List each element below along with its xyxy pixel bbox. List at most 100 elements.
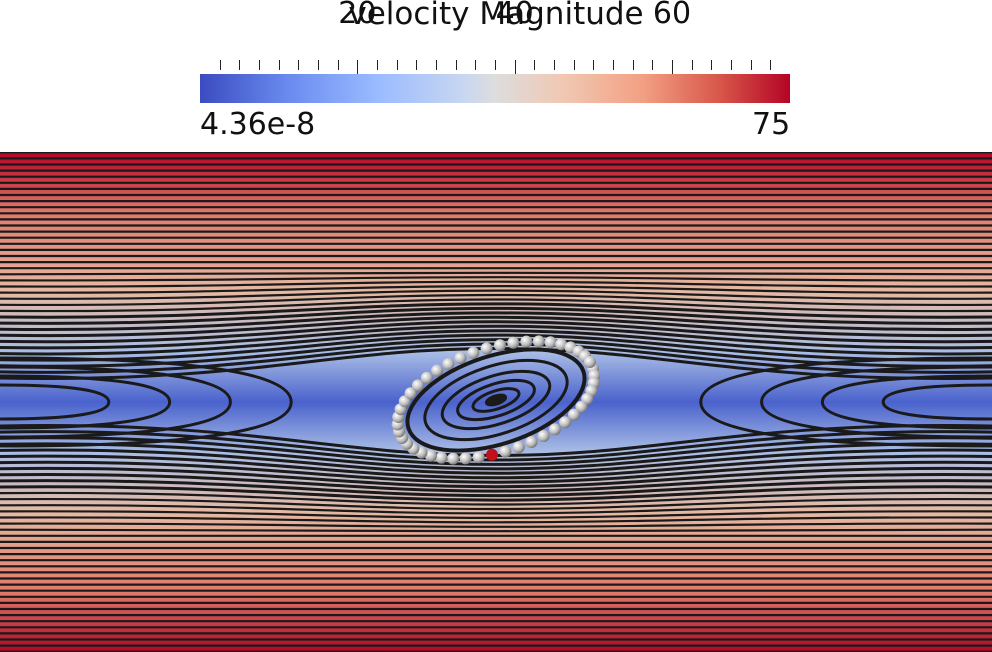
vortex-streamline bbox=[471, 387, 521, 413]
particle bbox=[435, 451, 448, 464]
particle bbox=[480, 342, 493, 355]
streamline bbox=[0, 298, 992, 313]
streamline bbox=[0, 302, 992, 319]
streamline bbox=[0, 329, 992, 356]
streamline bbox=[0, 338, 992, 368]
legend-tick bbox=[416, 60, 418, 70]
streamline bbox=[0, 271, 992, 276]
vortex-streamline bbox=[456, 378, 536, 422]
recirculation-streamline bbox=[820, 374, 992, 430]
recirculation-streamline bbox=[0, 356, 293, 448]
recirculation-streamline bbox=[0, 383, 111, 421]
vortex-streamline bbox=[423, 358, 569, 442]
legend-tick bbox=[534, 60, 536, 70]
particle bbox=[412, 379, 424, 392]
recirculation-streamline bbox=[699, 356, 992, 448]
streamline bbox=[0, 442, 992, 471]
streamline bbox=[0, 320, 992, 344]
streamline bbox=[0, 522, 992, 528]
particle bbox=[520, 335, 533, 348]
particle bbox=[472, 451, 485, 464]
legend-tick bbox=[731, 60, 732, 70]
streamline bbox=[0, 306, 992, 325]
legend-tick bbox=[396, 60, 398, 70]
legend-tick bbox=[632, 60, 634, 70]
color-legend: velocity Magnitude 4.36e-8 75 20 40 60 bbox=[0, 0, 992, 152]
particle bbox=[459, 452, 472, 465]
legend-tick bbox=[613, 60, 614, 70]
legend-tick-label: 60 bbox=[652, 0, 692, 31]
streamline bbox=[0, 276, 992, 282]
legend-tick-label: 20 bbox=[338, 0, 377, 31]
recirculation-streamline bbox=[0, 365, 232, 439]
legend-tick bbox=[259, 60, 260, 70]
legend-tick bbox=[691, 60, 693, 70]
legend-tick bbox=[219, 60, 221, 70]
particle bbox=[544, 336, 557, 349]
vortex-streamline bbox=[440, 369, 552, 431]
streamline bbox=[0, 504, 992, 515]
legend-tick-label: 40 bbox=[495, 0, 534, 31]
streamline bbox=[0, 280, 992, 288]
particle bbox=[404, 387, 417, 400]
streamline bbox=[0, 284, 992, 294]
flow-field-view bbox=[0, 152, 992, 652]
recirculation-streamline bbox=[760, 365, 992, 439]
highlighted-particle bbox=[486, 448, 498, 461]
legend-tick bbox=[377, 60, 378, 70]
vortex bbox=[405, 347, 587, 453]
legend-tick bbox=[239, 60, 241, 70]
particle bbox=[537, 430, 550, 442]
particle bbox=[499, 445, 512, 458]
streamline bbox=[0, 289, 992, 300]
particle bbox=[512, 441, 525, 454]
particle bbox=[559, 416, 572, 429]
particle bbox=[454, 352, 467, 364]
legend-tick bbox=[554, 60, 555, 70]
streamlines bbox=[0, 152, 992, 652]
streamline bbox=[0, 485, 992, 502]
legend-title: velocity Magnitude bbox=[348, 0, 644, 32]
streamline bbox=[0, 311, 992, 331]
legend-tick bbox=[495, 60, 496, 70]
particle bbox=[583, 356, 596, 368]
particle bbox=[555, 338, 568, 351]
legend-tick bbox=[436, 60, 437, 70]
legend-tick bbox=[318, 60, 319, 70]
legend-tick bbox=[593, 60, 595, 70]
streamline bbox=[0, 510, 992, 520]
vortex-streamline bbox=[484, 393, 508, 407]
streamline bbox=[0, 516, 992, 524]
streamline bbox=[0, 333, 992, 362]
particle-ring bbox=[391, 335, 601, 465]
legend-tick bbox=[475, 60, 477, 70]
particle bbox=[420, 371, 433, 384]
particle bbox=[442, 358, 455, 370]
legend-tick bbox=[573, 60, 575, 70]
streamline bbox=[0, 466, 992, 489]
recirculation-streamline bbox=[881, 383, 992, 421]
legend-tick bbox=[711, 60, 713, 70]
streamline bbox=[0, 497, 992, 511]
streamline bbox=[0, 293, 992, 307]
streamline bbox=[0, 436, 992, 466]
particle bbox=[525, 436, 538, 448]
streamline bbox=[0, 324, 992, 350]
particle bbox=[424, 449, 437, 462]
streamline bbox=[0, 448, 992, 475]
vortex-streamline bbox=[405, 347, 587, 453]
streamline bbox=[0, 473, 992, 493]
legend-min-label: 4.36e-8 bbox=[200, 107, 316, 142]
particle bbox=[548, 423, 561, 436]
streamline bbox=[0, 454, 992, 480]
particle bbox=[494, 339, 506, 352]
colorbar bbox=[200, 74, 790, 103]
legend-tick bbox=[337, 60, 339, 70]
streamline bbox=[0, 315, 992, 338]
particle bbox=[575, 400, 588, 413]
particle bbox=[507, 336, 520, 349]
particle bbox=[532, 335, 545, 348]
legend-max-label: 75 bbox=[752, 107, 791, 142]
legend-tick bbox=[298, 60, 300, 70]
legend-tick bbox=[770, 60, 772, 70]
